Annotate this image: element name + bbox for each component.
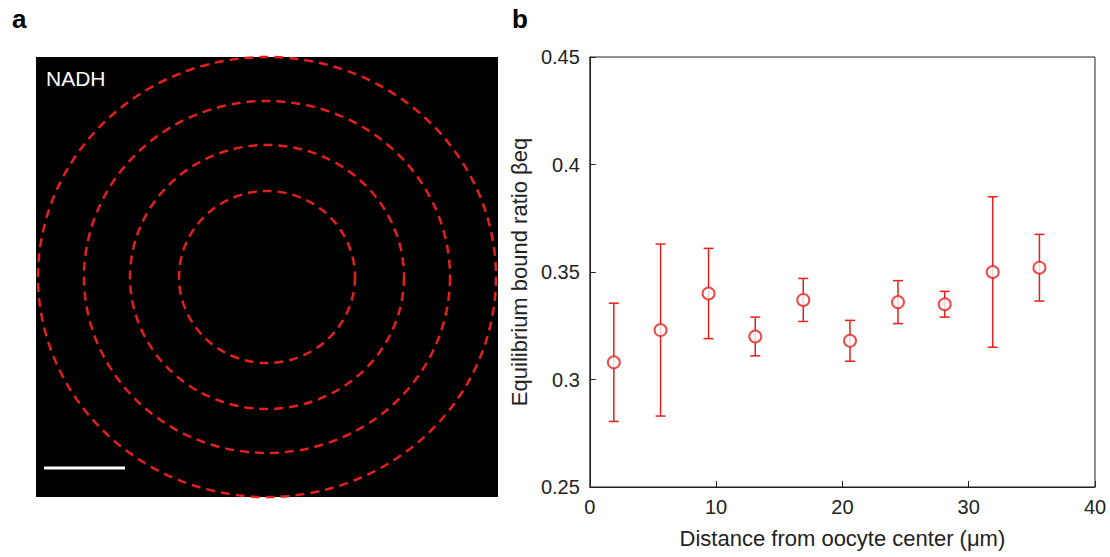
svg-text:40: 40 <box>1084 496 1106 518</box>
svg-text:0.4: 0.4 <box>552 154 580 176</box>
svg-text:0.45: 0.45 <box>541 46 580 68</box>
svg-text:0.3: 0.3 <box>552 369 580 391</box>
svg-text:30: 30 <box>958 496 980 518</box>
svg-text:10: 10 <box>705 496 727 518</box>
svg-text:20: 20 <box>831 496 853 518</box>
svg-text:0.25: 0.25 <box>541 476 580 498</box>
svg-text:0: 0 <box>584 496 595 518</box>
svg-text:Equilibrium bound ratio βeq: Equilibrium bound ratio βeq <box>507 138 532 406</box>
svg-text:Distance from oocyte center (μ: Distance from oocyte center (μm) <box>680 526 1006 551</box>
html-text:a: a <box>12 4 27 34</box>
html-text:b: b <box>512 4 528 34</box>
svg-text:0.35: 0.35 <box>541 261 580 283</box>
svg-text:NADH: NADH <box>46 67 106 90</box>
